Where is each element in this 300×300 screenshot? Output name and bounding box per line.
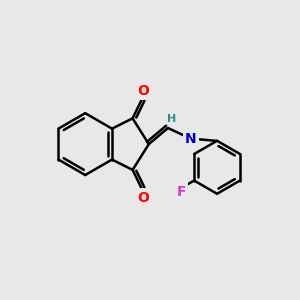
Text: O: O — [138, 84, 149, 98]
Text: H: H — [167, 114, 176, 124]
Text: O: O — [138, 190, 149, 205]
Text: F: F — [177, 184, 186, 199]
Text: N: N — [185, 132, 197, 145]
